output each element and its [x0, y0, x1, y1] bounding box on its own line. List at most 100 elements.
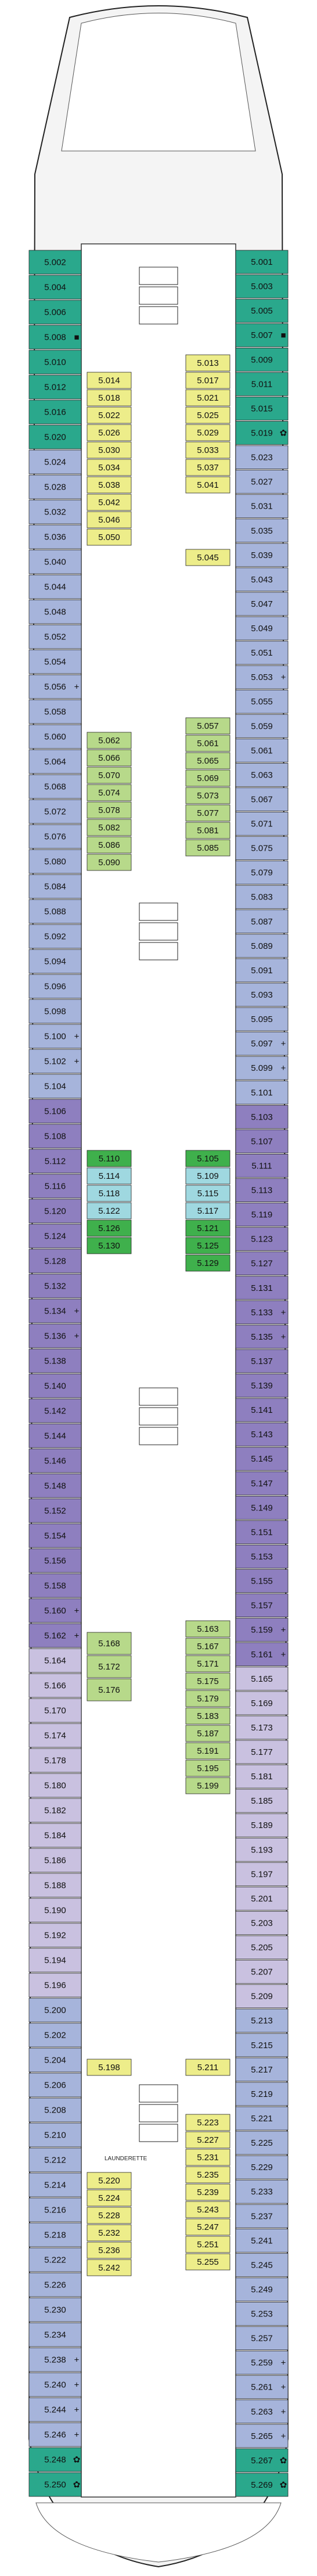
cabin-5-205[interactable]: 5.205 [235, 1935, 289, 1959]
cabin-5-019[interactable]: 5.019 ✿ [235, 421, 289, 445]
cabin-5-048[interactable]: 5.048 [28, 599, 82, 624]
cabin-5-007[interactable]: 5.007 ■ [235, 323, 289, 347]
cabin-5-118[interactable]: 5.118 [87, 1185, 132, 1202]
cabin-5-022[interactable]: 5.022 [87, 406, 132, 424]
cabin-5-085[interactable]: 5.085 [185, 839, 230, 857]
cabin-5-106[interactable]: 5.106 [28, 1099, 82, 1124]
cabin-5-155[interactable]: 5.155 [235, 1569, 289, 1593]
cabin-5-198[interactable]: 5.198 [87, 2059, 132, 2076]
cabin-5-189[interactable]: 5.189 [235, 1813, 289, 1837]
cabin-5-069[interactable]: 5.069 [185, 769, 230, 787]
cabin-5-216[interactable]: 5.216 [28, 2197, 82, 2222]
cabin-5-014[interactable]: 5.014 [87, 372, 132, 389]
cabin-5-060[interactable]: 5.060 [28, 724, 82, 749]
cabin-5-034[interactable]: 5.034 [87, 459, 132, 476]
cabin-5-135[interactable]: 5.135 + [235, 1325, 289, 1349]
cabin-5-232[interactable]: 5.232 [87, 2224, 132, 2242]
cabin-5-240[interactable]: 5.240 + [28, 2372, 82, 2397]
cabin-5-235[interactable]: 5.235 [185, 2166, 230, 2183]
cabin-5-208[interactable]: 5.208 [28, 2098, 82, 2122]
cabin-5-017[interactable]: 5.017 [185, 372, 230, 389]
cabin-5-011[interactable]: 5.011 [235, 372, 289, 396]
cabin-5-151[interactable]: 5.151 [235, 1520, 289, 1544]
cabin-5-053[interactable]: 5.053 + [235, 665, 289, 689]
cabin-5-037[interactable]: 5.037 [185, 459, 230, 476]
cabin-5-002[interactable]: 5.002 [28, 250, 82, 275]
cabin-5-001[interactable]: 5.001 [235, 250, 289, 274]
cabin-5-212[interactable]: 5.212 [28, 2147, 82, 2172]
cabin-5-072[interactable]: 5.072 [28, 799, 82, 824]
cabin-5-195[interactable]: 5.195 [185, 1760, 230, 1777]
cabin-5-233[interactable]: 5.233 [235, 2179, 289, 2204]
cabin-5-113[interactable]: 5.113 [235, 1178, 289, 1202]
cabin-5-138[interactable]: 5.138 [28, 1348, 82, 1373]
cabin-5-159[interactable]: 5.159 + [235, 1618, 289, 1642]
cabin-5-183[interactable]: 5.183 [185, 1707, 230, 1725]
cabin-5-012[interactable]: 5.012 [28, 375, 82, 400]
cabin-5-086[interactable]: 5.086 [87, 836, 132, 854]
cabin-5-057[interactable]: 5.057 [185, 717, 230, 735]
cabin-5-228[interactable]: 5.228 [87, 2207, 132, 2224]
cabin-5-250[interactable]: 5.250 ✿ [28, 2472, 82, 2497]
cabin-5-031[interactable]: 5.031 [235, 494, 289, 519]
cabin-5-084[interactable]: 5.084 [28, 874, 82, 899]
cabin-5-230[interactable]: 5.230 [28, 2297, 82, 2322]
cabin-5-211[interactable]: 5.211 [185, 2059, 230, 2076]
cabin-5-052[interactable]: 5.052 [28, 624, 82, 649]
cabin-5-128[interactable]: 5.128 [28, 1249, 82, 1273]
cabin-5-079[interactable]: 5.079 [235, 861, 289, 885]
cabin-5-100[interactable]: 5.100 + [28, 1024, 82, 1049]
cabin-5-030[interactable]: 5.030 [87, 441, 132, 459]
cabin-5-174[interactable]: 5.174 [28, 1723, 82, 1748]
cabin-5-044[interactable]: 5.044 [28, 574, 82, 599]
cabin-5-127[interactable]: 5.127 [235, 1251, 289, 1276]
cabin-5-162[interactable]: 5.162 + [28, 1623, 82, 1648]
cabin-5-090[interactable]: 5.090 [87, 854, 132, 871]
cabin-5-021[interactable]: 5.021 [185, 389, 230, 406]
cabin-5-221[interactable]: 5.221 [235, 2106, 289, 2131]
cabin-5-130[interactable]: 5.130 [87, 1237, 132, 1254]
cabin-5-129[interactable]: 5.129 [185, 1254, 230, 1272]
cabin-5-156[interactable]: 5.156 [28, 1548, 82, 1573]
cabin-5-091[interactable]: 5.091 [235, 958, 289, 983]
cabin-5-194[interactable]: 5.194 [28, 1948, 82, 1973]
cabin-5-121[interactable]: 5.121 [185, 1219, 230, 1237]
cabin-5-027[interactable]: 5.027 [235, 470, 289, 494]
cabin-5-109[interactable]: 5.109 [185, 1167, 230, 1185]
cabin-5-157[interactable]: 5.157 [235, 1593, 289, 1618]
cabin-5-265[interactable]: 5.265 + [235, 2424, 289, 2448]
cabin-5-143[interactable]: 5.143 [235, 1422, 289, 1447]
cabin-5-013[interactable]: 5.013 [185, 354, 230, 372]
cabin-5-147[interactable]: 5.147 [235, 1471, 289, 1495]
cabin-5-039[interactable]: 5.039 [235, 543, 289, 567]
cabin-5-124[interactable]: 5.124 [28, 1224, 82, 1249]
cabin-5-190[interactable]: 5.190 [28, 1898, 82, 1923]
cabin-5-206[interactable]: 5.206 [28, 2073, 82, 2098]
cabin-5-201[interactable]: 5.201 [235, 1886, 289, 1911]
cabin-5-243[interactable]: 5.243 [185, 2201, 230, 2218]
cabin-5-170[interactable]: 5.170 [28, 1698, 82, 1723]
cabin-5-153[interactable]: 5.153 [235, 1545, 289, 1568]
cabin-5-046[interactable]: 5.046 [87, 511, 132, 528]
cabin-5-049[interactable]: 5.049 [235, 616, 289, 641]
cabin-5-226[interactable]: 5.226 [28, 2272, 82, 2297]
cabin-5-242[interactable]: 5.242 [87, 2259, 132, 2276]
cabin-5-166[interactable]: 5.166 [28, 1673, 82, 1698]
cabin-5-025[interactable]: 5.025 [185, 406, 230, 424]
cabin-5-148[interactable]: 5.148 [28, 1473, 82, 1498]
cabin-5-063[interactable]: 5.063 [235, 762, 289, 787]
cabin-5-167[interactable]: 5.167 [185, 1638, 230, 1655]
cabin-5-239[interactable]: 5.239 [185, 2183, 230, 2201]
cabin-5-102[interactable]: 5.102 + [28, 1049, 82, 1074]
cabin-5-251[interactable]: 5.251 [185, 2236, 230, 2253]
cabin-5-005[interactable]: 5.005 [235, 298, 289, 323]
cabin-5-041[interactable]: 5.041 [185, 476, 230, 494]
cabin-5-104[interactable]: 5.104 [28, 1074, 82, 1099]
cabin-5-059[interactable]: 5.059 [235, 714, 289, 738]
cabin-5-146[interactable]: 5.146 [28, 1448, 82, 1473]
cabin-5-112[interactable]: 5.112 [28, 1149, 82, 1174]
cabin-5-177[interactable]: 5.177 [235, 1740, 289, 1764]
cabin-5-096[interactable]: 5.096 [28, 974, 82, 999]
cabin-5-004[interactable]: 5.004 [28, 275, 82, 300]
cabin-5-161[interactable]: 5.161 + [235, 1642, 289, 1667]
